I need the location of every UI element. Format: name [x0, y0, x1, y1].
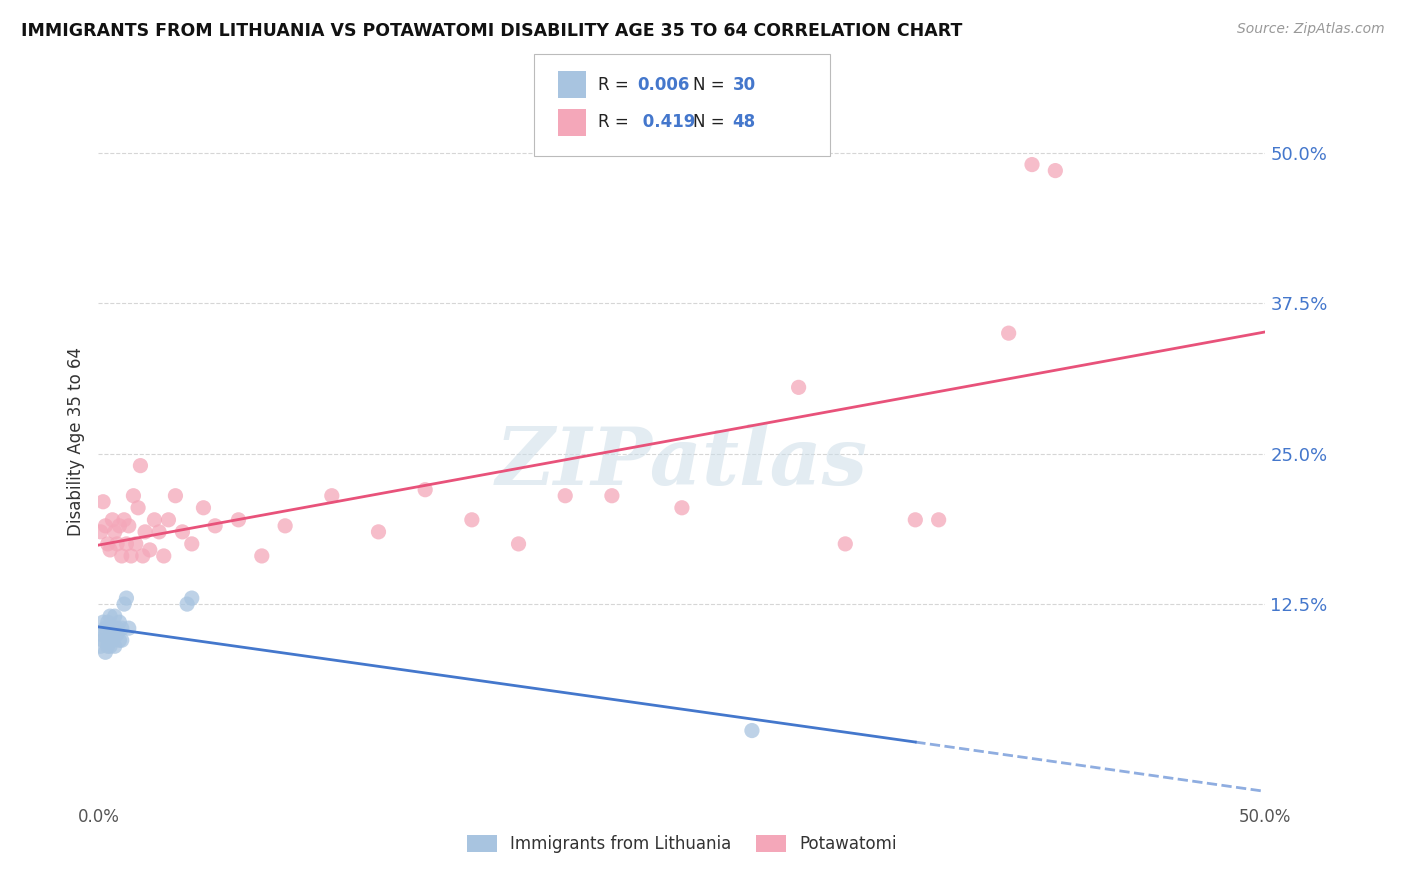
Point	[98, 542, 121, 557]
Point	[91, 633, 114, 648]
Point	[115, 537, 138, 551]
Point	[180, 537, 202, 551]
Point	[97, 615, 120, 630]
Point	[274, 519, 297, 533]
Point	[90, 639, 112, 653]
Point	[101, 513, 124, 527]
Point	[104, 639, 127, 653]
Text: ZIPatlas: ZIPatlas	[496, 425, 868, 502]
Point	[413, 483, 436, 497]
Point	[108, 633, 131, 648]
Point	[98, 621, 121, 635]
Point	[741, 723, 763, 738]
Point	[111, 549, 134, 563]
Point	[321, 489, 343, 503]
Text: 0.006: 0.006	[637, 76, 689, 94]
Point	[928, 513, 950, 527]
Point	[111, 621, 134, 635]
Point	[104, 609, 127, 624]
Text: R =: R =	[598, 76, 634, 94]
Point	[105, 621, 128, 635]
Point	[94, 519, 117, 533]
Point	[94, 627, 117, 641]
Point	[90, 627, 112, 641]
Text: N =: N =	[693, 76, 730, 94]
Point	[98, 609, 121, 624]
Point	[108, 519, 131, 533]
Point	[104, 621, 127, 635]
Point	[94, 621, 117, 635]
Point	[134, 524, 156, 539]
Point	[97, 537, 120, 551]
Point	[176, 597, 198, 611]
Point	[108, 615, 131, 630]
Point	[101, 633, 124, 648]
Legend: Immigrants from Lithuania, Potawatomi: Immigrants from Lithuania, Potawatomi	[460, 828, 904, 860]
Point	[204, 519, 226, 533]
Point	[461, 513, 484, 527]
Point	[600, 489, 623, 503]
Point	[367, 524, 389, 539]
Y-axis label: Disability Age 35 to 64: Disability Age 35 to 64	[66, 347, 84, 536]
Point	[1045, 163, 1067, 178]
Point	[104, 524, 127, 539]
Point	[97, 639, 120, 653]
Text: N =: N =	[693, 113, 730, 131]
Point	[125, 537, 148, 551]
Point	[172, 524, 194, 539]
Point	[101, 627, 124, 641]
Point	[139, 542, 162, 557]
Point	[118, 519, 141, 533]
Point	[250, 549, 273, 563]
Point	[132, 549, 155, 563]
Point	[180, 591, 202, 606]
Point	[105, 627, 128, 641]
Point	[122, 489, 145, 503]
Point	[115, 591, 138, 606]
Point	[118, 621, 141, 635]
Point	[91, 615, 114, 630]
Point	[152, 549, 174, 563]
Point	[787, 380, 810, 394]
Point	[94, 645, 117, 659]
Text: Source: ZipAtlas.com: Source: ZipAtlas.com	[1237, 22, 1385, 37]
Point	[997, 326, 1019, 341]
Point	[98, 639, 121, 653]
Point	[193, 500, 215, 515]
Point	[112, 597, 135, 611]
Point	[97, 633, 120, 648]
Point	[671, 500, 693, 515]
Point	[157, 513, 180, 527]
Point	[120, 549, 142, 563]
Text: R =: R =	[598, 113, 634, 131]
Point	[129, 458, 152, 473]
Text: 30: 30	[733, 76, 755, 94]
Text: 0.419: 0.419	[637, 113, 696, 131]
Point	[90, 524, 112, 539]
Text: 48: 48	[733, 113, 755, 131]
Point	[91, 494, 114, 508]
Point	[228, 513, 250, 527]
Point	[554, 489, 576, 503]
Point	[105, 537, 128, 551]
Point	[112, 513, 135, 527]
Point	[1021, 158, 1043, 172]
Text: IMMIGRANTS FROM LITHUANIA VS POTAWATOMI DISABILITY AGE 35 TO 64 CORRELATION CHAR: IMMIGRANTS FROM LITHUANIA VS POTAWATOMI …	[21, 22, 963, 40]
Point	[904, 513, 927, 527]
Point	[148, 524, 170, 539]
Point	[834, 537, 856, 551]
Point	[127, 500, 149, 515]
Point	[165, 489, 187, 503]
Point	[143, 513, 166, 527]
Point	[111, 633, 134, 648]
Point	[508, 537, 530, 551]
